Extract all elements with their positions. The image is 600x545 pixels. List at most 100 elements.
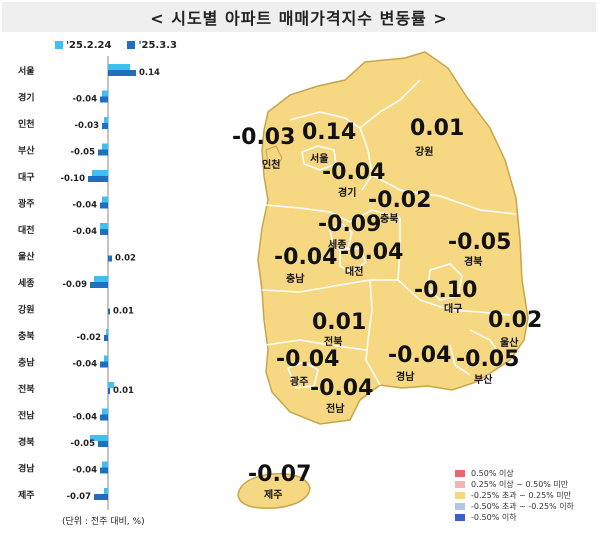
category-label: 충남 bbox=[18, 357, 35, 369]
bar-series2 bbox=[108, 388, 110, 394]
map-legend-label: 0.50% 이상 bbox=[471, 469, 514, 478]
category-label: 울산 bbox=[18, 251, 35, 263]
map-legend: 0.50% 이상 0.25% 이상 ~ 0.50% 미만 -0.25% 초과 ~ 0… bbox=[455, 468, 574, 523]
region-value: -0.03 bbox=[232, 125, 296, 150]
data-label: -0.04 bbox=[73, 95, 98, 105]
legend-label-series2: '25.3.3 bbox=[138, 40, 177, 51]
region-name: 충남 bbox=[286, 274, 305, 285]
sejong-area bbox=[329, 223, 353, 249]
data-label: -0.09 bbox=[63, 280, 88, 290]
incheon-area bbox=[265, 145, 283, 169]
region-name: 광주 bbox=[290, 377, 309, 388]
map-legend-label: -0.50% 초과 ~ -0.25% 이하 bbox=[471, 502, 574, 511]
province-borders bbox=[261, 79, 517, 386]
category-label: 대전 bbox=[18, 224, 35, 236]
daegu-area bbox=[427, 263, 463, 301]
map-legend-item: -0.50% 이하 bbox=[455, 512, 574, 523]
region-name: 경북 bbox=[464, 257, 483, 268]
bar-series2 bbox=[100, 361, 108, 368]
data-label: -0.04 bbox=[73, 227, 98, 237]
data-label: -0.07 bbox=[67, 492, 92, 502]
region-name: 인천 bbox=[262, 160, 281, 171]
region-value: -0.02 bbox=[368, 188, 432, 213]
bar-series2 bbox=[90, 282, 108, 288]
region-value: 0.01 bbox=[312, 310, 367, 335]
region-value: -0.05 bbox=[448, 230, 512, 255]
region-value: 0.02 bbox=[488, 308, 543, 333]
category-label: 강원 bbox=[18, 304, 35, 316]
region-value: 0.01 bbox=[410, 116, 465, 141]
mainland-outline bbox=[257, 51, 529, 425]
map-legend-swatch bbox=[455, 481, 465, 488]
bar-series2 bbox=[100, 467, 108, 474]
region-name: 부산 bbox=[474, 375, 493, 386]
data-label: -0.04 bbox=[73, 466, 98, 476]
category-label: 경남 bbox=[18, 463, 35, 475]
bar-series2 bbox=[98, 149, 108, 156]
region-value: -0.04 bbox=[322, 160, 386, 185]
map-legend-item: 0.50% 이상 bbox=[455, 468, 574, 479]
region-name: 충북 bbox=[380, 214, 399, 225]
map-legend-label: -0.50% 이하 bbox=[471, 513, 517, 522]
region-value: -0.04 bbox=[388, 343, 452, 368]
bar-series2 bbox=[88, 176, 108, 182]
data-label: -0.04 bbox=[73, 413, 98, 423]
category-label: 세종 bbox=[18, 277, 35, 289]
bar-series2 bbox=[104, 335, 108, 341]
map-legend-label: -0.25% 초과 ~ 0.25% 미만 bbox=[471, 491, 572, 500]
bar-series1 bbox=[102, 143, 108, 150]
data-label: -0.04 bbox=[73, 360, 98, 370]
category-label: 전북 bbox=[18, 383, 35, 395]
data-label: -0.02 bbox=[77, 333, 102, 343]
bar-series2 bbox=[94, 494, 108, 500]
bar-series2 bbox=[102, 123, 108, 129]
bar-series2 bbox=[108, 255, 112, 262]
bar-series-group: 서울 0.14 경기 -0.04 인천 -0.03 부산 -0.05 대구 -0.10 광주 -0.0… bbox=[18, 56, 160, 510]
region-name: 경기 bbox=[338, 188, 357, 199]
bar-series1 bbox=[102, 90, 108, 97]
region-value: -0.05 bbox=[456, 347, 520, 372]
korea-map bbox=[237, 51, 529, 509]
region-value: -0.04 bbox=[340, 240, 404, 265]
bar-series1 bbox=[104, 488, 108, 494]
bar-series1 bbox=[104, 355, 108, 362]
category-label: 경기 bbox=[18, 92, 35, 104]
data-label: -0.04 bbox=[73, 201, 98, 211]
category-label: 부산 bbox=[18, 145, 35, 157]
bar-series1 bbox=[92, 170, 108, 176]
region-name: 서울 bbox=[310, 154, 329, 165]
region-name: 울산 bbox=[500, 338, 519, 349]
region-value: -0.04 bbox=[276, 347, 340, 372]
map-legend-swatch bbox=[455, 503, 465, 510]
bar-series1 bbox=[104, 117, 108, 123]
bar-series1 bbox=[102, 408, 108, 415]
category-label: 충북 bbox=[18, 330, 35, 342]
map-legend-item: -0.25% 초과 ~ 0.25% 미만 bbox=[455, 490, 574, 501]
gwangju-area bbox=[287, 361, 319, 389]
bar-series1 bbox=[102, 196, 108, 203]
region-name: 전북 bbox=[324, 337, 343, 348]
category-label: 인천 bbox=[18, 119, 35, 130]
bar-series2 bbox=[108, 308, 110, 315]
jeju-outline bbox=[237, 473, 311, 509]
category-label: 서울 bbox=[18, 65, 35, 77]
bar-series2 bbox=[100, 96, 108, 103]
data-label: 0.02 bbox=[115, 254, 136, 264]
bar-series2 bbox=[108, 70, 136, 76]
legend-item-series2: '25.3.3 bbox=[127, 40, 177, 51]
region-name: 제주 bbox=[264, 490, 283, 501]
legend-label-series1: '25.2.24 bbox=[66, 40, 112, 51]
data-label: 0.14 bbox=[139, 68, 160, 78]
region-name: 전남 bbox=[326, 404, 345, 415]
data-label: -0.05 bbox=[71, 148, 96, 158]
data-label: 0.01 bbox=[113, 386, 134, 396]
legend-swatch-series2 bbox=[127, 41, 136, 49]
map-legend-item: 0.25% 이상 ~ 0.50% 미만 bbox=[455, 479, 574, 490]
region-value: -0.04 bbox=[310, 376, 374, 401]
seoul-area bbox=[301, 145, 337, 171]
region-name: 강원 bbox=[415, 147, 434, 158]
map-legend-swatch bbox=[455, 470, 465, 477]
category-label: 대구 bbox=[18, 171, 35, 183]
bar-series1 bbox=[90, 435, 108, 441]
category-label: 전남 bbox=[18, 410, 35, 422]
